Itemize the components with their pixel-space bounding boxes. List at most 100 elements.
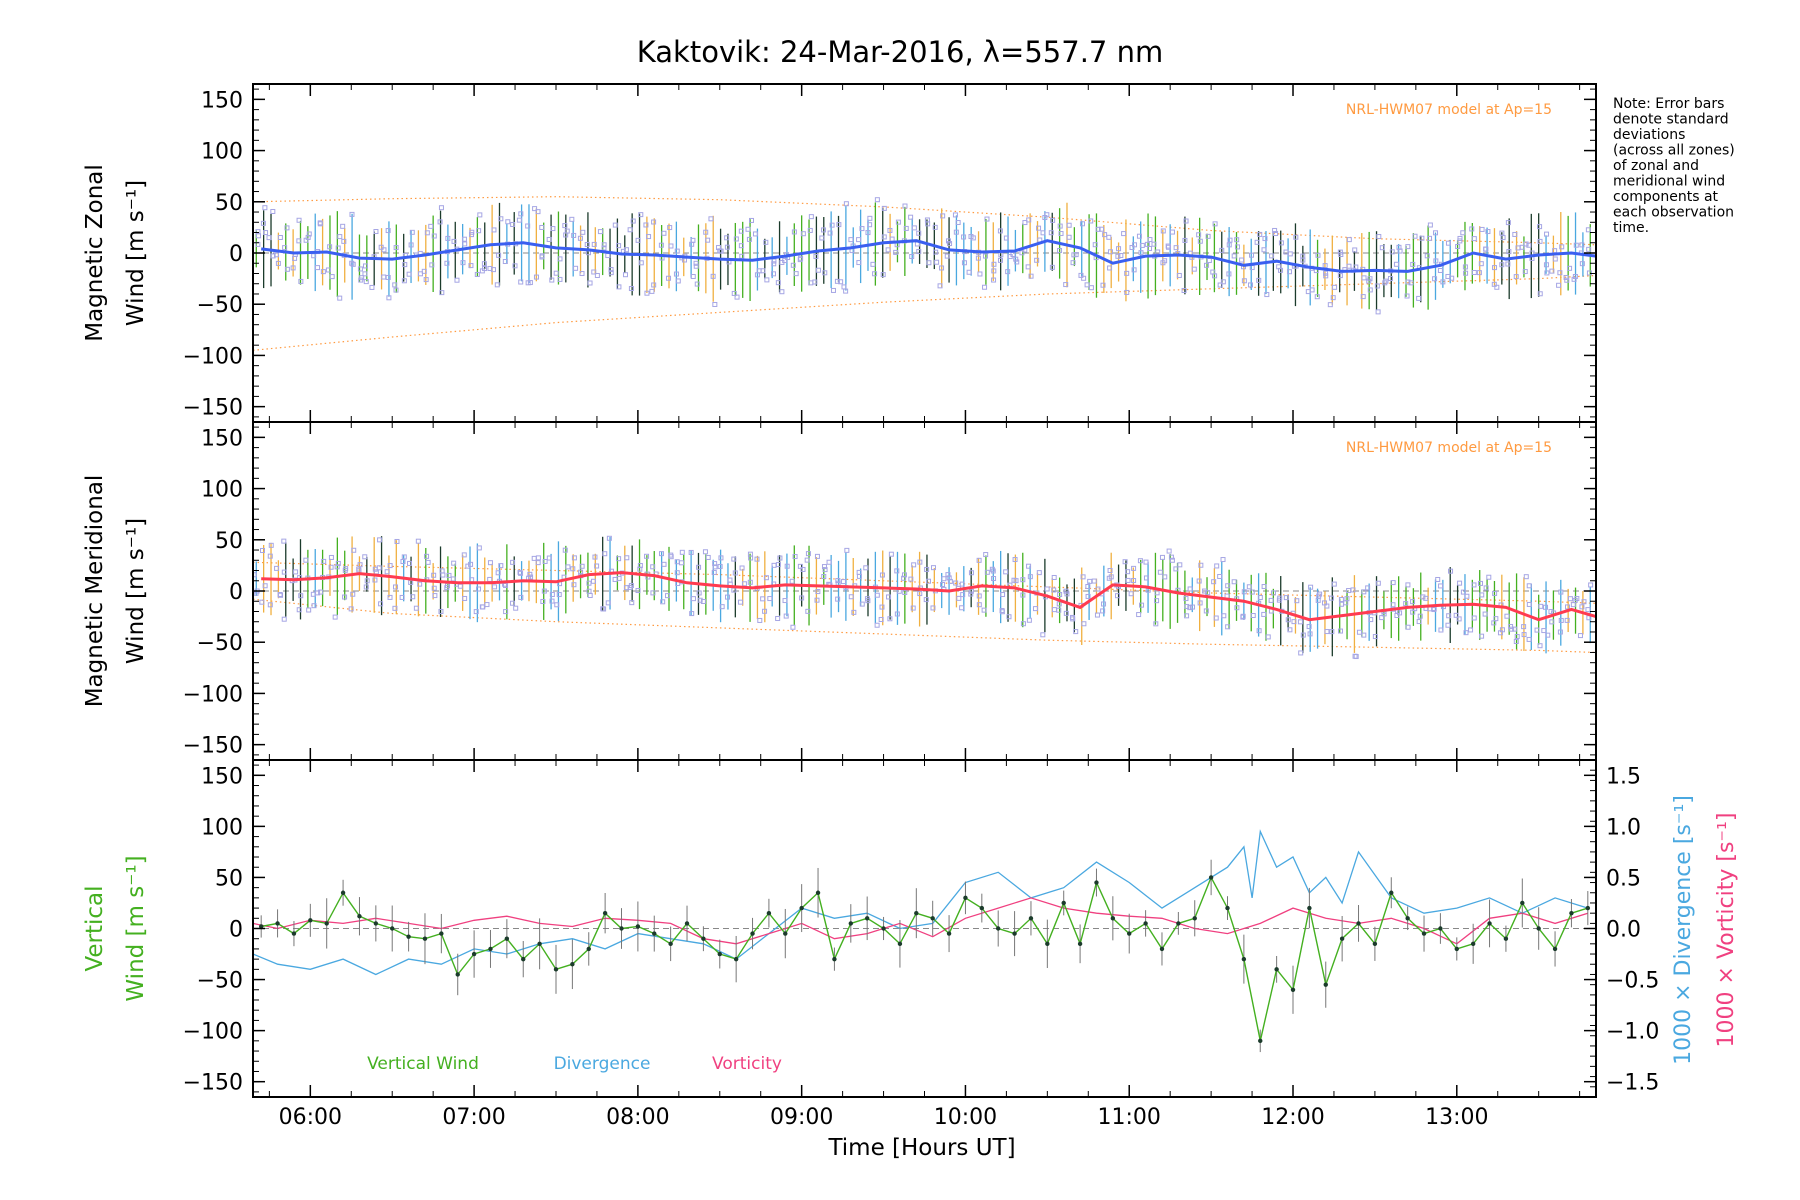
zone-point	[739, 253, 745, 259]
model-envelope-lower	[253, 274, 1596, 351]
y-tick-label: −100	[183, 344, 243, 369]
zone-point	[1403, 601, 1409, 607]
zone-point	[1013, 578, 1019, 584]
zone-point	[689, 611, 695, 617]
vertical-wind-point	[291, 931, 297, 936]
zone-point	[439, 568, 445, 574]
zone-point	[731, 556, 737, 562]
zone-point	[1365, 585, 1371, 591]
zone-point	[342, 594, 348, 600]
zone-point	[1036, 225, 1042, 231]
zone-point	[856, 569, 862, 575]
zone-point	[1040, 632, 1046, 638]
zone-point	[827, 230, 833, 236]
zone-point	[1100, 608, 1106, 614]
zone-point	[518, 211, 524, 217]
zone-point	[1572, 273, 1578, 279]
zone-point	[580, 229, 586, 235]
zone-point	[712, 561, 718, 567]
zone-point	[1071, 252, 1077, 258]
vertical-wind-point	[340, 890, 346, 895]
zone-point	[1387, 275, 1393, 281]
vertical-wind-point	[1110, 916, 1116, 921]
zone-point	[1262, 236, 1268, 242]
zone-point	[1328, 595, 1334, 601]
zone-point	[815, 267, 821, 273]
zone-point	[386, 295, 392, 301]
zone-point	[1081, 275, 1087, 281]
zone-point	[562, 223, 568, 229]
zone-point	[335, 560, 341, 566]
zone-point	[1446, 613, 1452, 619]
zone-point	[1184, 613, 1190, 619]
zone-point	[579, 271, 585, 277]
zone-point	[329, 274, 335, 280]
zone-point	[260, 547, 266, 553]
zone-point	[628, 286, 634, 292]
zone-point	[1036, 570, 1042, 576]
zone-point	[438, 608, 444, 614]
zone-point	[997, 228, 1003, 234]
zone-point	[1006, 614, 1012, 620]
zone-point	[498, 563, 504, 569]
zone-point	[1433, 230, 1439, 236]
vertical-wind-point	[684, 921, 690, 926]
zone-point	[461, 236, 467, 242]
zone-point	[512, 263, 518, 269]
zone-point	[975, 255, 981, 261]
zone-point	[1586, 246, 1592, 252]
vertical-wind-point	[1536, 926, 1541, 931]
zone-point	[908, 214, 914, 220]
zone-point	[1293, 234, 1299, 240]
zone-point	[1115, 253, 1121, 259]
zone-point	[1079, 221, 1085, 227]
zone-point	[1585, 607, 1591, 613]
zone-point	[1128, 591, 1134, 597]
zone-point	[1544, 270, 1550, 276]
zone-point	[946, 575, 952, 581]
zone-point	[693, 263, 699, 269]
zone-point	[477, 212, 483, 218]
zone-point	[1361, 632, 1367, 638]
zone-point	[807, 227, 813, 233]
zone-point	[917, 591, 923, 597]
zone-point	[1250, 613, 1256, 619]
zone-point	[373, 229, 379, 235]
y-tick-label: −150	[183, 396, 243, 421]
zone-point	[792, 554, 798, 560]
zone-point	[356, 566, 362, 572]
zone-point	[1346, 263, 1352, 269]
zone-point	[924, 566, 930, 572]
y-tick-label: 0	[229, 580, 243, 605]
zone-point	[1346, 237, 1352, 243]
zone-point	[989, 566, 995, 572]
zone-point	[644, 290, 650, 296]
vertical-wind-points	[258, 875, 1591, 1044]
y-tick-label: −50	[197, 969, 243, 994]
zone-point	[1136, 612, 1142, 618]
zone-point	[1307, 631, 1313, 637]
y-axis-label: Vertical	[82, 885, 108, 971]
zone-point	[473, 609, 479, 615]
zone-point	[1491, 620, 1497, 626]
zone-point	[1273, 231, 1279, 237]
zone-point	[1166, 548, 1172, 554]
vertical-wind-point	[1045, 941, 1050, 947]
zone-point	[387, 563, 393, 569]
zone-point	[1088, 285, 1094, 291]
zone-point	[1080, 574, 1086, 580]
zone-point	[783, 613, 789, 619]
zone-point	[616, 243, 622, 249]
zone-point	[1124, 289, 1130, 295]
zone-point	[917, 559, 923, 565]
zone-point	[1169, 557, 1175, 563]
zone-point	[1095, 586, 1101, 592]
zone-point	[437, 219, 443, 225]
zone-point	[1585, 227, 1591, 233]
zone-point	[1026, 617, 1032, 623]
zone-point	[813, 254, 819, 260]
zone-point	[1044, 212, 1050, 218]
zone-point	[281, 569, 287, 575]
zone-point	[1025, 264, 1031, 270]
zone-point	[1278, 240, 1284, 246]
